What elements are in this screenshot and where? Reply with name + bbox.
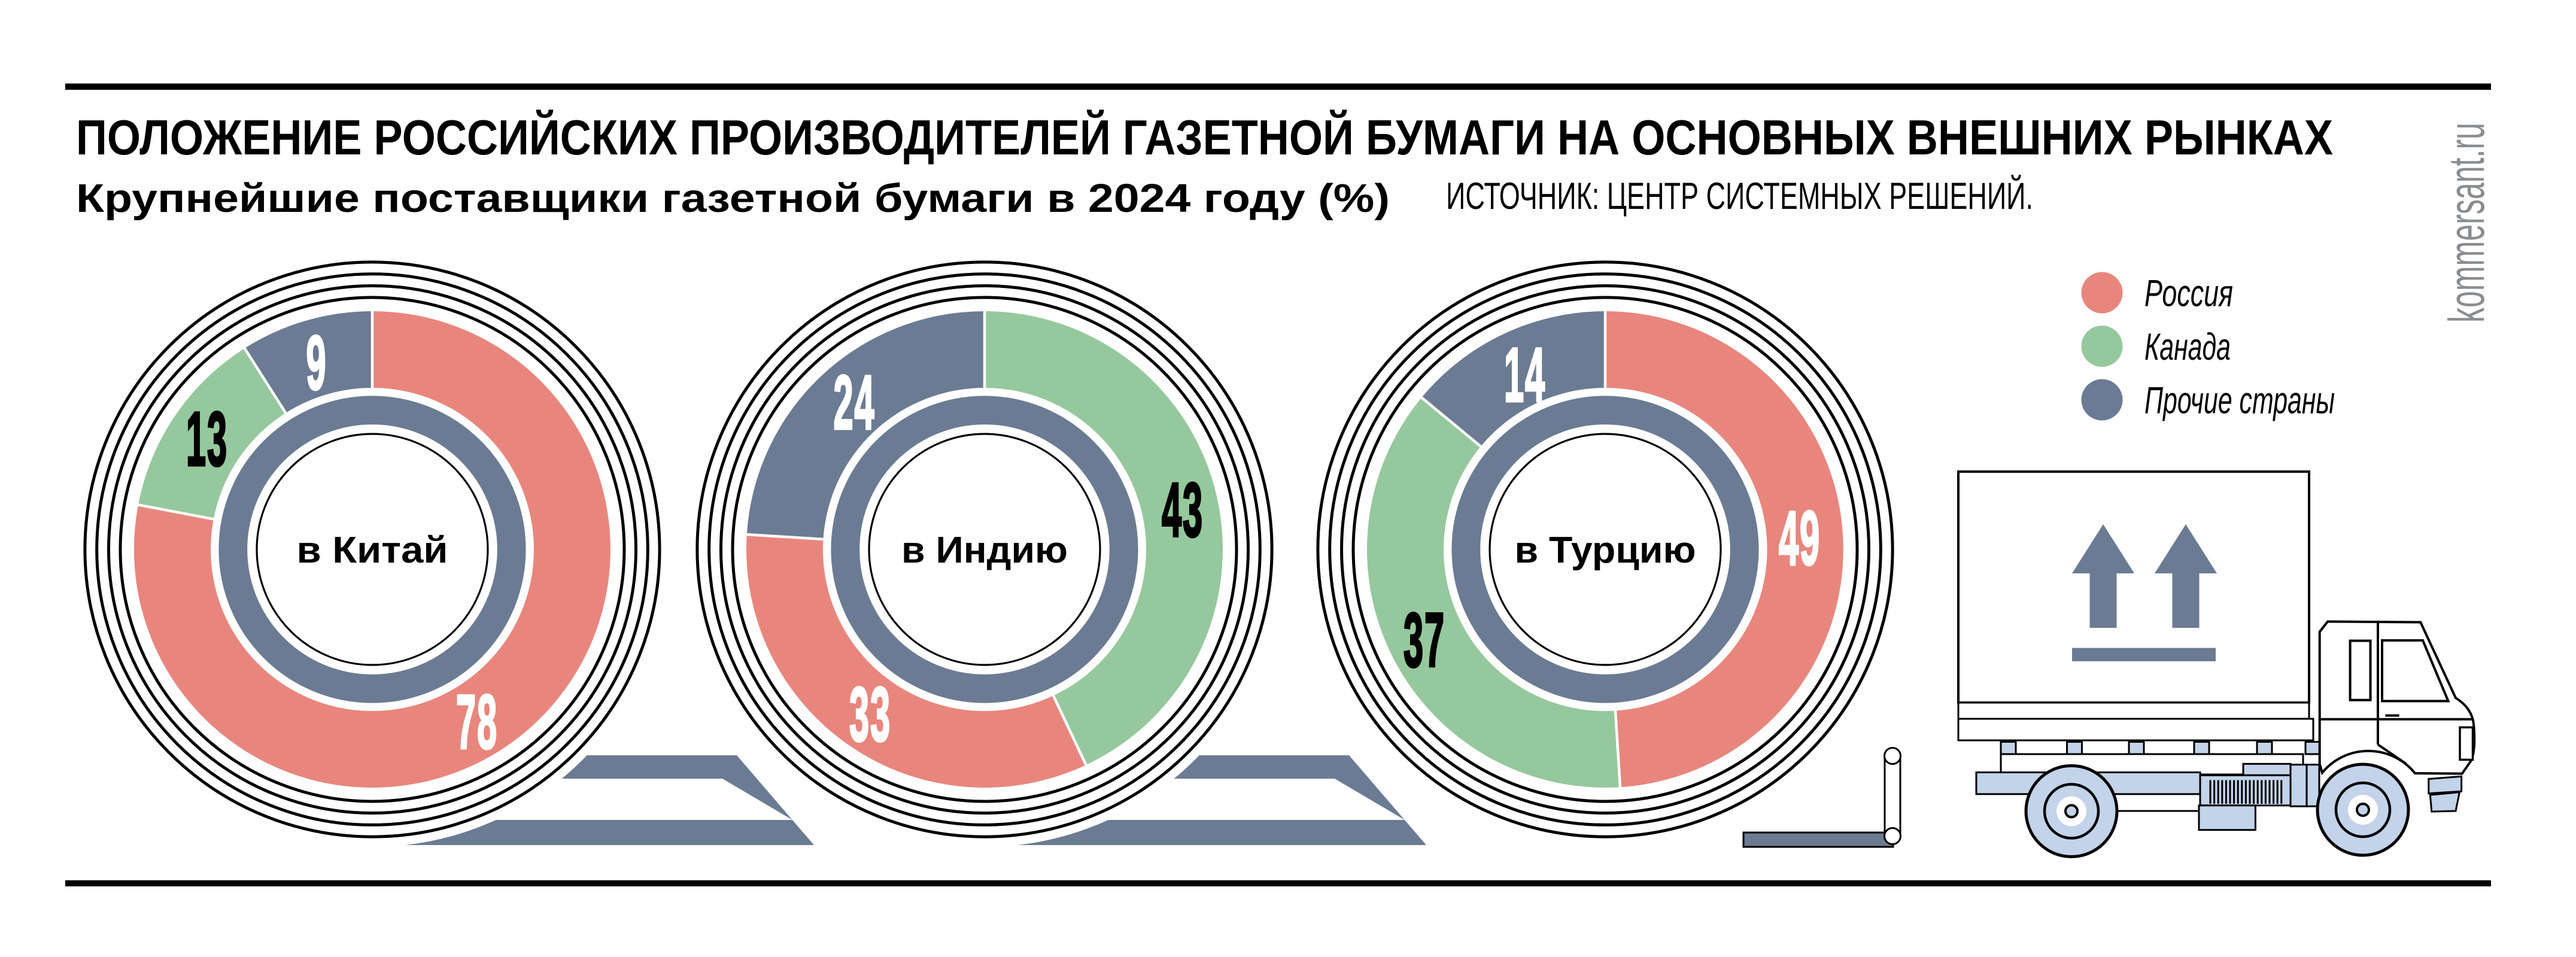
svg-text:в Китай: в Китай — [297, 530, 448, 571]
svg-text:33: 33 — [849, 672, 891, 757]
svg-text:24: 24 — [834, 360, 876, 445]
svg-text:в Турцию: в Турцию — [1515, 530, 1696, 571]
svg-text:в Индию: в Индию — [901, 530, 1068, 571]
svg-text:43: 43 — [1162, 468, 1204, 553]
svg-text:ПОЛОЖЕНИЕ РОССИЙСКИХ ПРОИЗВОДИ: ПОЛОЖЕНИЕ РОССИЙСКИХ ПРОИЗВОДИТЕЛЕЙ ГАЗЕ… — [76, 109, 2333, 165]
svg-text:Канада: Канада — [2144, 326, 2231, 368]
svg-text:kommersant.ru: kommersant.ru — [2438, 123, 2495, 323]
svg-text:13: 13 — [186, 397, 228, 482]
svg-text:78: 78 — [456, 680, 498, 765]
svg-text:37: 37 — [1404, 598, 1445, 683]
svg-text:ИСТОЧНИК: ЦЕНТР СИСТЕМНЫХ РЕШЕ: ИСТОЧНИК: ЦЕНТР СИСТЕМНЫХ РЕШЕНИЙ. — [1446, 175, 2033, 217]
svg-text:49: 49 — [1779, 496, 1821, 581]
svg-text:14: 14 — [1504, 333, 1546, 418]
svg-text:Прочие страны: Прочие страны — [2144, 380, 2335, 422]
svg-text:Россия: Россия — [2144, 273, 2233, 315]
svg-text:9: 9 — [306, 321, 327, 406]
svg-text:Крупнейшие поставщики газетной: Крупнейшие поставщики газетной бумаги в … — [76, 176, 1390, 221]
